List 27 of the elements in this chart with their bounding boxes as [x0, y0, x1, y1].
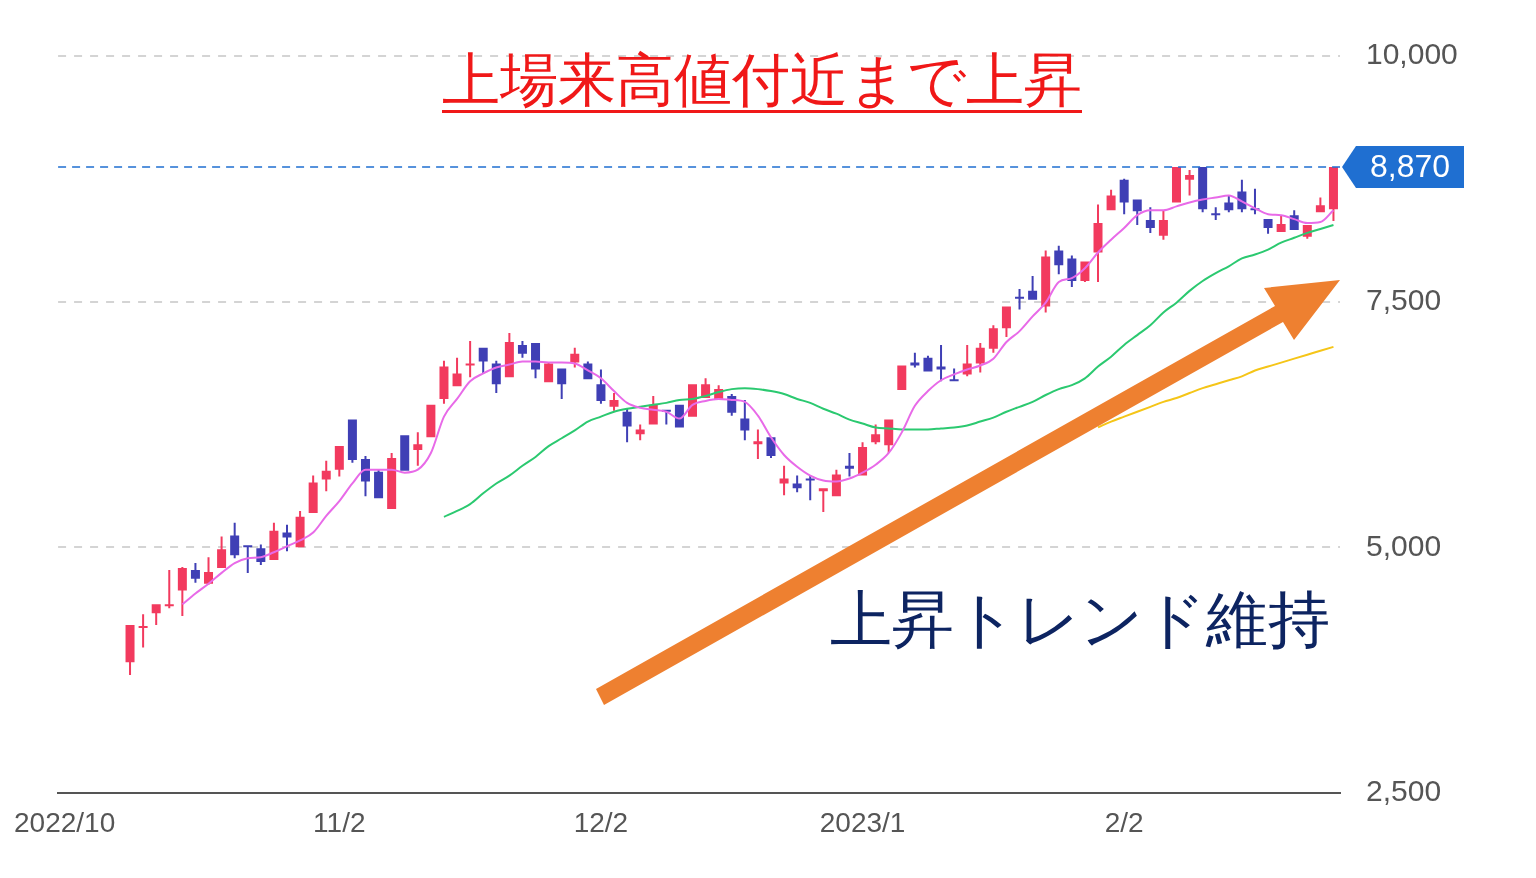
- candlestick: [1211, 207, 1221, 221]
- x-tick-label: 12/2: [573, 806, 629, 838]
- chart-title: 上場来高値付近まで上昇: [442, 46, 1082, 114]
- line-series: [442, 224, 1335, 518]
- x-tick-label: 11/2: [313, 806, 366, 838]
- candlestick: [138, 614, 148, 648]
- x-tick-label: 2023/1: [819, 806, 906, 838]
- x-tick-label: 2022/10: [14, 806, 116, 838]
- y-tick-label: 7,500: [1366, 282, 1442, 316]
- candlestick: [805, 475, 815, 501]
- y-tick-label: 5,000: [1366, 528, 1442, 562]
- candlestick: [753, 429, 763, 459]
- y-tick-label: 10,000: [1366, 37, 1458, 71]
- candlestick: [413, 432, 423, 466]
- candlestick: [910, 352, 920, 368]
- annotation: 上昇トレンド維持: [829, 582, 1331, 658]
- candlestick: [465, 340, 475, 378]
- candlestick: [1015, 288, 1025, 310]
- ref-line-label: 8,870: [1369, 147, 1451, 184]
- candlestick: [164, 569, 174, 609]
- candlestick: [844, 453, 854, 477]
- x-tick-label: 2/2: [1104, 806, 1144, 838]
- line-series: [1097, 345, 1335, 429]
- candlestick: [818, 488, 828, 512]
- y-tick-label: 2,500: [1366, 774, 1442, 808]
- candlestick: [1185, 169, 1195, 196]
- candlestick: [243, 545, 253, 573]
